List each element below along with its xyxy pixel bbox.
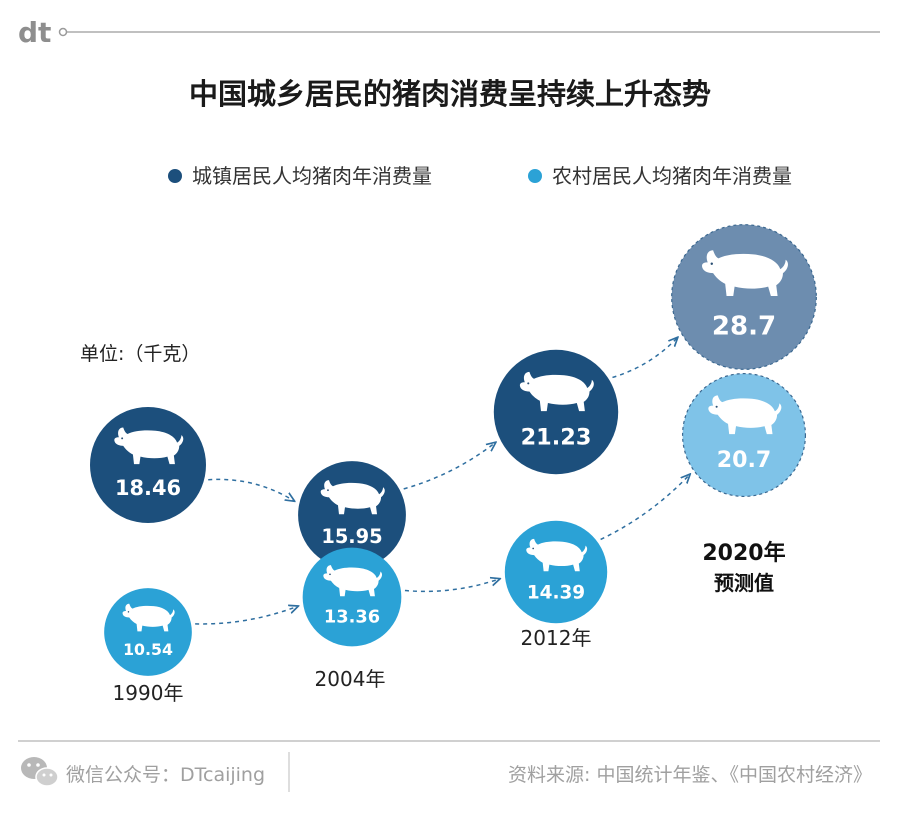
connector-rural-2012-2020 — [600, 475, 690, 541]
forecast-year-label: 2020年 — [702, 540, 785, 566]
bubble-rural-2012: 14.39 — [504, 520, 608, 624]
logo-text: dt — [18, 16, 51, 49]
bubble-circle-rural-2020 — [681, 372, 807, 498]
value-label-rural-2012: 14.39 — [527, 583, 585, 604]
bubble-urban-2012: 21.23 — [493, 349, 619, 475]
bubble-circle-urban-2012 — [493, 349, 619, 475]
legend-label-urban: 城镇居民人均猪肉年消费量 — [192, 164, 432, 188]
value-label-rural-1990: 10.54 — [123, 640, 173, 659]
legend: 城镇居民人均猪肉年消费量 农村居民人均猪肉年消费量 — [168, 164, 792, 188]
connector-urban-1990-2004 — [208, 478, 294, 500]
trend-connectors — [195, 338, 690, 625]
value-label-rural-2004: 13.36 — [324, 608, 380, 628]
connector-rural-1990-2004 — [195, 606, 297, 625]
connector-rural-2004-2012 — [404, 579, 499, 593]
source-label: 资料来源: 中国统计年鉴、《中国农村经济》 — [508, 764, 872, 786]
bubble-rural-2004: 13.36 — [302, 547, 402, 647]
chart-title: 中国城乡居民的猪肉消费呈持续上升态势 — [189, 77, 711, 111]
bubble-rural-1990: 10.54 — [104, 588, 192, 676]
connector-urban-2012-2020 — [612, 338, 677, 379]
legend-swatch-urban — [168, 169, 182, 183]
header-rule-dot — [58, 27, 68, 37]
value-label-rural-2020: 20.7 — [717, 447, 772, 473]
bubble-urban-2004: 15.95 — [298, 461, 406, 569]
x-label-2012: 2012年 — [521, 626, 592, 650]
bubble-circle-rural-1990 — [104, 588, 192, 676]
wechat-icon — [21, 757, 59, 787]
wechat-account-label: 微信公众号：DTcaijing — [66, 764, 265, 786]
x-label-1990: 1990年 — [113, 681, 184, 705]
bubble-circle-urban-1990 — [89, 406, 207, 524]
bubble-circle-urban-2020 — [671, 224, 817, 370]
header: dt — [18, 16, 880, 49]
x-label-2004: 2004年 — [315, 667, 386, 691]
bubble-rural-2020: 20.7 — [681, 372, 807, 498]
unit-label: 单位:（千克） — [80, 343, 200, 365]
forecast-note-label: 预测值 — [714, 571, 774, 595]
connector-urban-2004-2012 — [403, 443, 495, 490]
data-bubbles: 18.46 15.95 21.23 28.7 10.54 13.36 14.39 20.7 — [89, 224, 817, 676]
bubble-urban-2020: 28.7 — [671, 224, 817, 370]
bubble-circle-rural-2004 — [302, 547, 402, 647]
footer: 微信公众号：DTcaijing 资料来源: 中国统计年鉴、《中国农村经济》 — [18, 740, 880, 792]
value-label-urban-2012: 21.23 — [521, 424, 592, 450]
value-label-urban-1990: 18.46 — [115, 476, 181, 500]
legend-label-rural: 农村居民人均猪肉年消费量 — [552, 164, 792, 188]
value-label-urban-2004: 15.95 — [321, 525, 382, 548]
value-label-urban-2020: 28.7 — [712, 312, 776, 342]
bubble-urban-1990: 18.46 — [89, 406, 207, 524]
bubble-circle-rural-2012 — [504, 520, 608, 624]
legend-swatch-rural — [528, 169, 542, 183]
